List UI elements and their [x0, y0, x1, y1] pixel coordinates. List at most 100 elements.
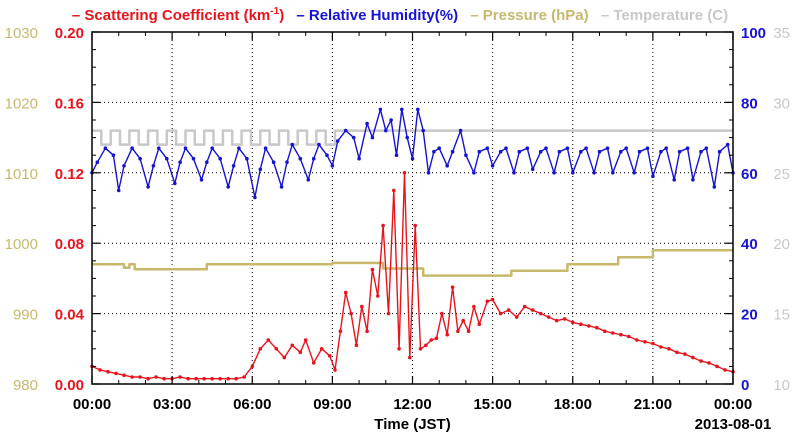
y-tick-pressure-3: 1010 — [5, 166, 38, 183]
y-tick-humidity-0: 0 — [741, 377, 749, 394]
point-scattering-73 — [595, 325, 599, 330]
point-scattering-31 — [333, 368, 337, 372]
point-scattering-19 — [242, 375, 246, 379]
point-scattering-77 — [627, 334, 631, 339]
point-humidity-45 — [389, 118, 393, 122]
point-humidity-47 — [400, 107, 404, 112]
point-scattering-87 — [707, 361, 711, 365]
point-humidity-32 — [306, 178, 311, 182]
point-scattering-65 — [530, 308, 535, 312]
point-humidity-97 — [725, 142, 730, 147]
point-scattering-17 — [226, 376, 230, 381]
point-scattering-29 — [319, 347, 324, 351]
point-scattering-70 — [571, 320, 575, 325]
point-humidity-86 — [651, 174, 655, 179]
point-humidity-83 — [632, 171, 636, 175]
point-humidity-55 — [445, 164, 450, 168]
point-scattering-24 — [282, 355, 287, 360]
point-scattering-52 — [445, 332, 450, 337]
point-humidity-93 — [699, 149, 703, 154]
y-tick-temperature-2: 20 — [773, 236, 790, 253]
y-tick-temperature-5: 35 — [773, 25, 790, 42]
point-humidity-91 — [685, 146, 690, 150]
point-humidity-92 — [691, 178, 695, 182]
point-scattering-35 — [354, 343, 359, 348]
point-humidity-18 — [210, 146, 214, 150]
x-tick-label-8: 00:00 — [714, 396, 752, 413]
point-humidity-40 — [357, 156, 361, 161]
point-scattering-37 — [365, 329, 369, 334]
point-humidity-8 — [146, 185, 150, 189]
point-humidity-72 — [557, 149, 562, 154]
legend-item-temperature: – Temperature (C) — [600, 7, 729, 24]
y-tick-temperature-3: 25 — [773, 166, 790, 183]
point-scattering-33 — [343, 290, 348, 295]
point-scattering-51 — [440, 311, 444, 316]
point-humidity-2 — [103, 146, 108, 150]
point-scattering-76 — [619, 332, 623, 337]
point-scattering-62 — [506, 308, 511, 312]
point-humidity-57 — [458, 128, 463, 133]
point-scattering-89 — [723, 368, 727, 372]
point-scattering-44 — [402, 171, 407, 175]
point-scattering-8 — [154, 375, 158, 379]
point-humidity-66 — [517, 149, 522, 154]
point-scattering-39 — [376, 294, 380, 298]
point-scattering-45 — [408, 355, 412, 360]
y-tick-temperature-4: 30 — [773, 95, 790, 112]
point-scattering-61 — [498, 311, 503, 316]
point-scattering-9 — [162, 376, 166, 381]
point-scattering-79 — [643, 340, 647, 344]
x-tick-label-5: 15:00 — [473, 396, 511, 413]
point-humidity-59 — [472, 171, 476, 175]
legend-label-temperature: Temperature (C) — [613, 7, 729, 24]
point-humidity-28 — [279, 185, 284, 189]
point-humidity-23 — [245, 156, 249, 161]
point-scattering-23 — [274, 347, 279, 351]
point-humidity-49 — [410, 156, 415, 161]
point-scattering-75 — [611, 331, 615, 335]
legend-label-scattering: Scattering Coefficient (km — [84, 7, 271, 24]
point-humidity-60 — [477, 149, 482, 154]
legend-item-scattering: – Scattering Coefficient (km-1) — [71, 6, 285, 24]
series-layer — [90, 107, 735, 381]
point-humidity-33 — [311, 156, 316, 161]
point-humidity-73 — [565, 146, 570, 150]
point-scattering-58 — [477, 322, 482, 327]
point-humidity-61 — [485, 146, 490, 150]
x-tick-label-7: 21:00 — [634, 396, 672, 413]
point-scattering-56 — [466, 329, 471, 334]
point-humidity-68 — [530, 167, 535, 172]
legend-item-humidity: – Relative Humidity(%) — [296, 7, 459, 24]
point-humidity-78 — [597, 149, 602, 154]
x-tick-label-6: 18:00 — [554, 396, 592, 413]
point-humidity-62 — [490, 164, 495, 168]
point-scattering-81 — [659, 345, 663, 349]
y-tick-scattering-5: 0.20 — [55, 25, 84, 42]
x-tick-label-1: 03:00 — [153, 396, 191, 413]
point-humidity-14 — [183, 146, 188, 150]
point-humidity-39 — [351, 135, 356, 140]
point-humidity-22 — [237, 146, 241, 150]
point-humidity-87 — [659, 149, 663, 154]
point-humidity-76 — [584, 146, 588, 150]
point-scattering-60 — [490, 297, 495, 302]
point-humidity-70 — [544, 146, 548, 150]
y-tick-pressure-1: 990 — [13, 307, 38, 324]
point-scattering-54 — [456, 329, 460, 334]
point-scattering-53 — [450, 285, 455, 290]
point-scattering-84 — [683, 352, 687, 356]
point-scattering-57 — [472, 304, 476, 309]
point-scattering-66 — [538, 311, 543, 316]
y-tick-humidity-2: 40 — [741, 236, 758, 253]
point-humidity-88 — [664, 146, 668, 150]
y-tick-scattering-2: 0.08 — [55, 236, 84, 253]
point-humidity-4 — [116, 188, 121, 193]
point-scattering-41 — [386, 311, 391, 316]
point-scattering-43 — [397, 347, 401, 351]
series-line-temperature — [92, 129, 733, 146]
point-humidity-37 — [335, 139, 340, 143]
point-humidity-36 — [330, 164, 335, 168]
point-scattering-34 — [349, 311, 353, 316]
point-scattering-64 — [522, 304, 527, 309]
